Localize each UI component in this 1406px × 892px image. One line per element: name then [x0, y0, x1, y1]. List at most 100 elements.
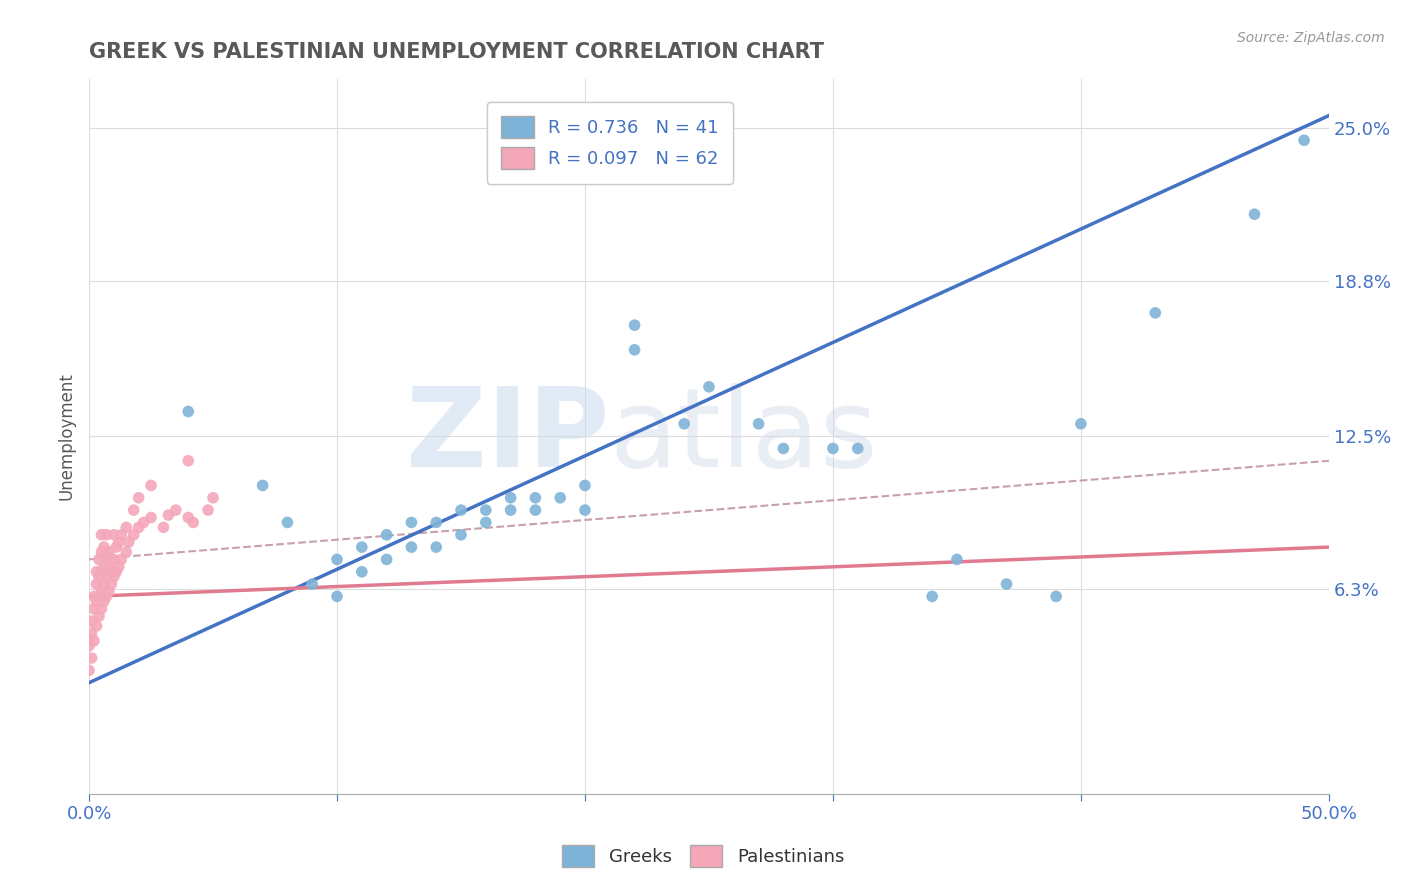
Point [105, 565, 128, 579]
Point [96, 590, 118, 604]
Point [1144, 306, 1167, 320]
Point [177, 404, 200, 418]
Point [118, 535, 141, 549]
Point [139, 478, 162, 492]
Point [87, 609, 110, 624]
Point [1070, 417, 1092, 431]
Point [574, 503, 596, 517]
Point [87, 570, 110, 584]
Point [122, 528, 145, 542]
Point [177, 454, 200, 468]
Point [197, 503, 219, 517]
Point [83, 633, 105, 648]
Point [1045, 590, 1067, 604]
Point [96, 549, 118, 564]
Point [524, 503, 547, 517]
Point [83, 601, 105, 615]
Point [108, 559, 131, 574]
Point [1243, 207, 1265, 221]
Point [87, 552, 110, 566]
Text: ZIP: ZIP [406, 383, 610, 490]
Point [326, 552, 349, 566]
Text: Source: ZipAtlas.com: Source: ZipAtlas.com [1237, 31, 1385, 45]
Point [450, 503, 472, 517]
Point [821, 442, 844, 456]
Point [475, 516, 498, 530]
Point [623, 318, 645, 333]
Point [80, 614, 103, 628]
Point [93, 577, 115, 591]
Point [139, 510, 162, 524]
Text: GREEK VS PALESTINIAN UNEMPLOYMENT CORRELATION CHART: GREEK VS PALESTINIAN UNEMPLOYMENT CORREL… [89, 42, 824, 62]
Point [77, 639, 100, 653]
Point [115, 520, 138, 534]
Point [90, 528, 112, 542]
Point [177, 510, 200, 524]
Point [103, 570, 125, 584]
Point [110, 528, 132, 542]
Point [87, 590, 110, 604]
Point [97, 584, 120, 599]
Point [772, 442, 794, 456]
Point [128, 491, 150, 505]
Point [132, 516, 155, 530]
Point [946, 552, 969, 566]
Text: atlas: atlas [610, 383, 879, 490]
Point [100, 577, 122, 591]
Point [475, 503, 498, 517]
Point [350, 540, 373, 554]
Point [90, 584, 112, 599]
Point [115, 545, 138, 559]
Point [375, 528, 398, 542]
Point [450, 528, 472, 542]
Point [96, 528, 118, 542]
Point [425, 516, 447, 530]
Point [93, 559, 115, 574]
Point [97, 545, 120, 559]
Point [80, 626, 103, 640]
Point [83, 590, 105, 604]
Point [93, 540, 115, 554]
Point [548, 491, 571, 505]
Point [90, 565, 112, 579]
Point [276, 516, 298, 530]
Point [181, 516, 204, 530]
Point [86, 577, 108, 591]
Point [77, 633, 100, 648]
Point [524, 491, 547, 505]
Point [97, 565, 120, 579]
Point [128, 520, 150, 534]
Point [401, 540, 423, 554]
Point [80, 651, 103, 665]
Point [623, 343, 645, 357]
Point [673, 417, 696, 431]
Point [748, 417, 770, 431]
Point [157, 508, 180, 522]
Point [86, 594, 108, 608]
Point [375, 552, 398, 566]
Legend: Greeks, Palestinians: Greeks, Palestinians [554, 838, 852, 874]
Point [202, 491, 225, 505]
Point [86, 565, 108, 579]
Point [499, 503, 522, 517]
Point [108, 535, 131, 549]
Y-axis label: Unemployment: Unemployment [58, 372, 75, 500]
Point [401, 516, 423, 530]
Point [96, 570, 118, 584]
Point [326, 590, 349, 604]
Point [90, 545, 112, 559]
Point [499, 491, 522, 505]
Point [103, 552, 125, 566]
Point [93, 594, 115, 608]
Point [574, 478, 596, 492]
Point [90, 601, 112, 615]
Point [1294, 133, 1316, 147]
Point [846, 442, 869, 456]
Point [697, 380, 720, 394]
Point [350, 565, 373, 579]
Point [110, 552, 132, 566]
Point [425, 540, 447, 554]
Point [103, 528, 125, 542]
Legend: R = 0.736   N = 41, R = 0.097   N = 62: R = 0.736 N = 41, R = 0.097 N = 62 [486, 102, 733, 184]
Point [252, 478, 274, 492]
